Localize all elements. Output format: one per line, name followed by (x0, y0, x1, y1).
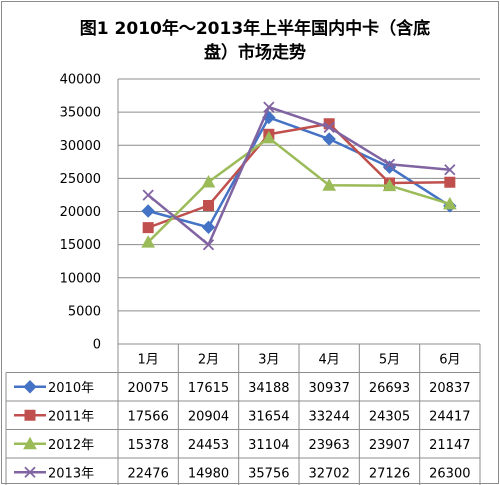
data-value-label: 24305 (369, 409, 410, 424)
y-axis-tick-labels: 0 5000 10000 15000 20000 25000 30000 35000 40000 (60, 73, 101, 353)
data-value-label: 35756 (248, 466, 289, 481)
data-point (141, 204, 155, 218)
data-point (201, 220, 216, 235)
y-tick-label: 20000 (60, 205, 101, 220)
legend-label: 2013年 (48, 466, 94, 481)
data-point (322, 132, 336, 146)
data-point (202, 239, 215, 251)
chart-title-line-1: 图1 2010年～2013年上半年国内中卡（含底 (80, 18, 430, 39)
data-point (201, 174, 216, 188)
y-tick-label: 5000 (68, 304, 101, 319)
data-value-label: 23963 (308, 438, 349, 453)
data-value-label: 22476 (127, 466, 168, 481)
x-category-label: 4月 (319, 352, 340, 367)
series-line (147, 105, 450, 247)
legend-label: 2012年 (48, 438, 94, 453)
x-category-label: 6月 (439, 352, 460, 367)
data-value-label: 14980 (188, 466, 229, 481)
data-value-label: 21147 (429, 438, 470, 453)
legend-label: 2010年 (48, 381, 94, 396)
legend-label: 2011年 (48, 409, 94, 424)
x-category-label: 5月 (379, 352, 400, 367)
data-value-label: 17615 (188, 381, 229, 396)
data-value-label: 31104 (248, 438, 289, 453)
y-tick-label: 0 (93, 338, 101, 353)
data-value-label: 34188 (248, 381, 289, 396)
x-category-label: 1月 (138, 352, 159, 367)
data-value-label: 24417 (429, 409, 470, 424)
data-value-label: 26300 (429, 466, 470, 481)
y-tick-label: 15000 (60, 238, 101, 253)
legend-key-marker (23, 436, 37, 450)
data-point (444, 176, 456, 188)
data-point (141, 235, 156, 248)
chart-title-line-2: 盘）市场走势 (204, 42, 306, 63)
data-value-label: 20837 (429, 381, 470, 396)
legend-key-marker (24, 409, 36, 421)
gridlines (117, 78, 480, 344)
data-table: 1月 2月 3月 4月 5月 6月 2010年 20075 17615 34188 30937 266… (5, 343, 481, 485)
y-tick-label: 30000 (60, 139, 101, 154)
data-value-label: 26693 (369, 381, 410, 396)
series-line (147, 122, 450, 229)
y-tick-label: 10000 (60, 271, 101, 286)
data-point (261, 130, 276, 144)
data-value-label: 23907 (369, 438, 410, 453)
data-point (142, 222, 154, 234)
x-category-label: 3月 (258, 352, 279, 367)
data-point (263, 101, 275, 113)
data-point (383, 158, 396, 170)
x-category-label: 2月 (198, 352, 219, 367)
y-tick-label: 40000 (60, 73, 101, 88)
data-point (323, 121, 335, 133)
data-value-label: 33244 (308, 409, 349, 424)
data-point (444, 164, 456, 176)
data-point (382, 178, 397, 192)
data-value-label: 20075 (127, 381, 168, 396)
data-value-label: 31654 (248, 409, 289, 424)
data-value-label: 27126 (369, 466, 410, 481)
data-point (322, 178, 337, 191)
data-value-label: 20904 (188, 409, 229, 424)
data-value-label: 30937 (308, 381, 349, 396)
data-value-label: 15378 (127, 438, 168, 453)
data-value-label: 32702 (308, 466, 349, 481)
y-tick-label: 35000 (60, 106, 101, 121)
legend-key-marker (23, 380, 37, 394)
series-lines (141, 101, 457, 251)
data-point (442, 196, 457, 210)
data-point (203, 200, 214, 212)
data-value-label: 17566 (127, 409, 168, 424)
data-point (142, 189, 154, 201)
y-tick-label: 25000 (60, 172, 101, 187)
series-line (147, 136, 451, 244)
data-value-label: 24453 (188, 438, 229, 453)
legend-key-marker (24, 466, 36, 478)
